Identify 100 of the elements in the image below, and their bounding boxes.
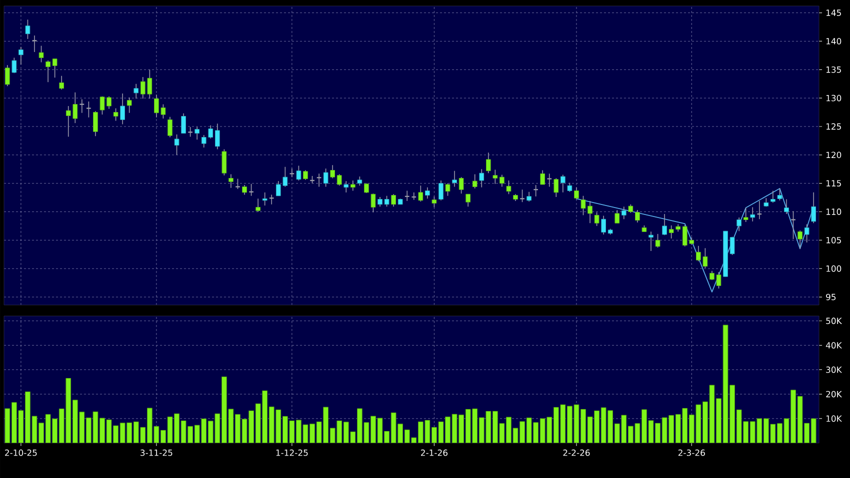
bar <box>222 376 227 443</box>
candlestick <box>46 60 50 83</box>
bar <box>445 416 450 443</box>
bar <box>688 414 694 443</box>
candlestick <box>4 64 10 87</box>
y-tick-label: 145 <box>826 10 841 16</box>
candlestick <box>86 101 92 118</box>
bar <box>282 416 288 443</box>
candlestick <box>188 126 194 138</box>
candlestick <box>500 174 504 188</box>
candlestick <box>750 206 756 222</box>
y-tick-label: 105 <box>826 236 841 244</box>
x-tick-label: 2-1-26 <box>421 450 448 456</box>
candlestick <box>730 236 735 256</box>
bar <box>730 384 735 443</box>
candlestick <box>635 210 640 223</box>
candlestick <box>655 234 660 248</box>
candlestick <box>716 272 722 289</box>
candlestick <box>621 206 626 220</box>
bar <box>702 401 708 443</box>
candlestick <box>601 215 606 235</box>
candlestick <box>262 192 268 206</box>
x-tick-label: 2-10-25 <box>5 450 37 456</box>
candlestick <box>811 192 816 224</box>
candlestick <box>466 194 470 208</box>
candlestick <box>432 196 437 208</box>
bar <box>323 406 328 443</box>
candlestick <box>59 76 64 90</box>
bar <box>72 400 78 443</box>
candlestick <box>214 123 220 150</box>
candlestick <box>520 189 526 202</box>
candlestick <box>770 190 776 204</box>
y-tick-label: 20K <box>826 390 842 398</box>
candlestick <box>710 270 714 280</box>
candlestick <box>126 97 132 114</box>
candlestick <box>736 217 742 232</box>
candlestick <box>18 46 24 65</box>
bar <box>668 415 674 443</box>
candlestick <box>296 165 302 181</box>
y-tick-label: 120 <box>826 152 842 158</box>
candlestick <box>384 195 390 208</box>
candlestick <box>574 186 579 200</box>
candlestick <box>303 170 308 180</box>
candlestick <box>168 116 172 138</box>
candlestick <box>120 93 125 125</box>
candlestick <box>452 170 457 188</box>
candlestick <box>425 186 430 200</box>
bar <box>580 409 586 443</box>
y-tick-label: 30K <box>826 366 842 373</box>
candlestick <box>418 185 424 202</box>
candlestick <box>52 58 58 78</box>
candlestick <box>79 98 85 114</box>
candlestick <box>790 210 796 240</box>
y-tick-label: 125 <box>826 123 841 130</box>
y-tick-label: 115 <box>826 180 841 186</box>
candlestick <box>492 169 498 184</box>
bar <box>146 408 152 443</box>
candlestick <box>567 182 572 192</box>
candlestick <box>472 174 478 189</box>
candlestick <box>316 173 322 188</box>
x-tick-label: 2-3-26 <box>678 450 705 456</box>
candlestick <box>743 207 748 222</box>
candlestick <box>357 176 362 186</box>
bar <box>248 410 254 443</box>
x-tick-label: 2-2-26 <box>563 450 590 456</box>
candlestick <box>100 96 105 115</box>
candlestick <box>614 210 620 224</box>
candlestick <box>580 195 586 216</box>
candlestick <box>234 178 241 190</box>
candlestick <box>323 168 328 188</box>
candlestick <box>93 110 98 137</box>
candlestick <box>194 126 200 140</box>
candlestick <box>648 231 654 252</box>
y-tick-label: 50K <box>826 318 842 324</box>
bar <box>52 418 58 443</box>
bar <box>472 408 478 443</box>
bar <box>594 410 600 443</box>
x-tick-label: 3-11-25 <box>140 450 172 456</box>
bar <box>235 414 240 443</box>
bar <box>86 418 92 443</box>
candlestick <box>336 174 342 186</box>
y-tick-label: 40K <box>826 342 842 349</box>
candlestick <box>594 212 600 226</box>
bar <box>642 409 647 443</box>
bar <box>790 390 796 443</box>
candlestick <box>113 108 118 122</box>
bar <box>262 390 268 443</box>
candlestick <box>228 174 234 188</box>
candlestick <box>777 188 782 201</box>
candlestick <box>222 148 227 176</box>
candlestick <box>662 214 667 236</box>
candlestick <box>38 45 44 63</box>
bar <box>567 406 572 443</box>
candlestick <box>289 168 295 178</box>
candlestick <box>378 196 382 208</box>
y-tick-label: 95 <box>826 294 836 300</box>
candlestick <box>554 178 559 198</box>
bar <box>716 398 722 443</box>
bar <box>458 414 464 443</box>
candlestick <box>445 182 450 196</box>
